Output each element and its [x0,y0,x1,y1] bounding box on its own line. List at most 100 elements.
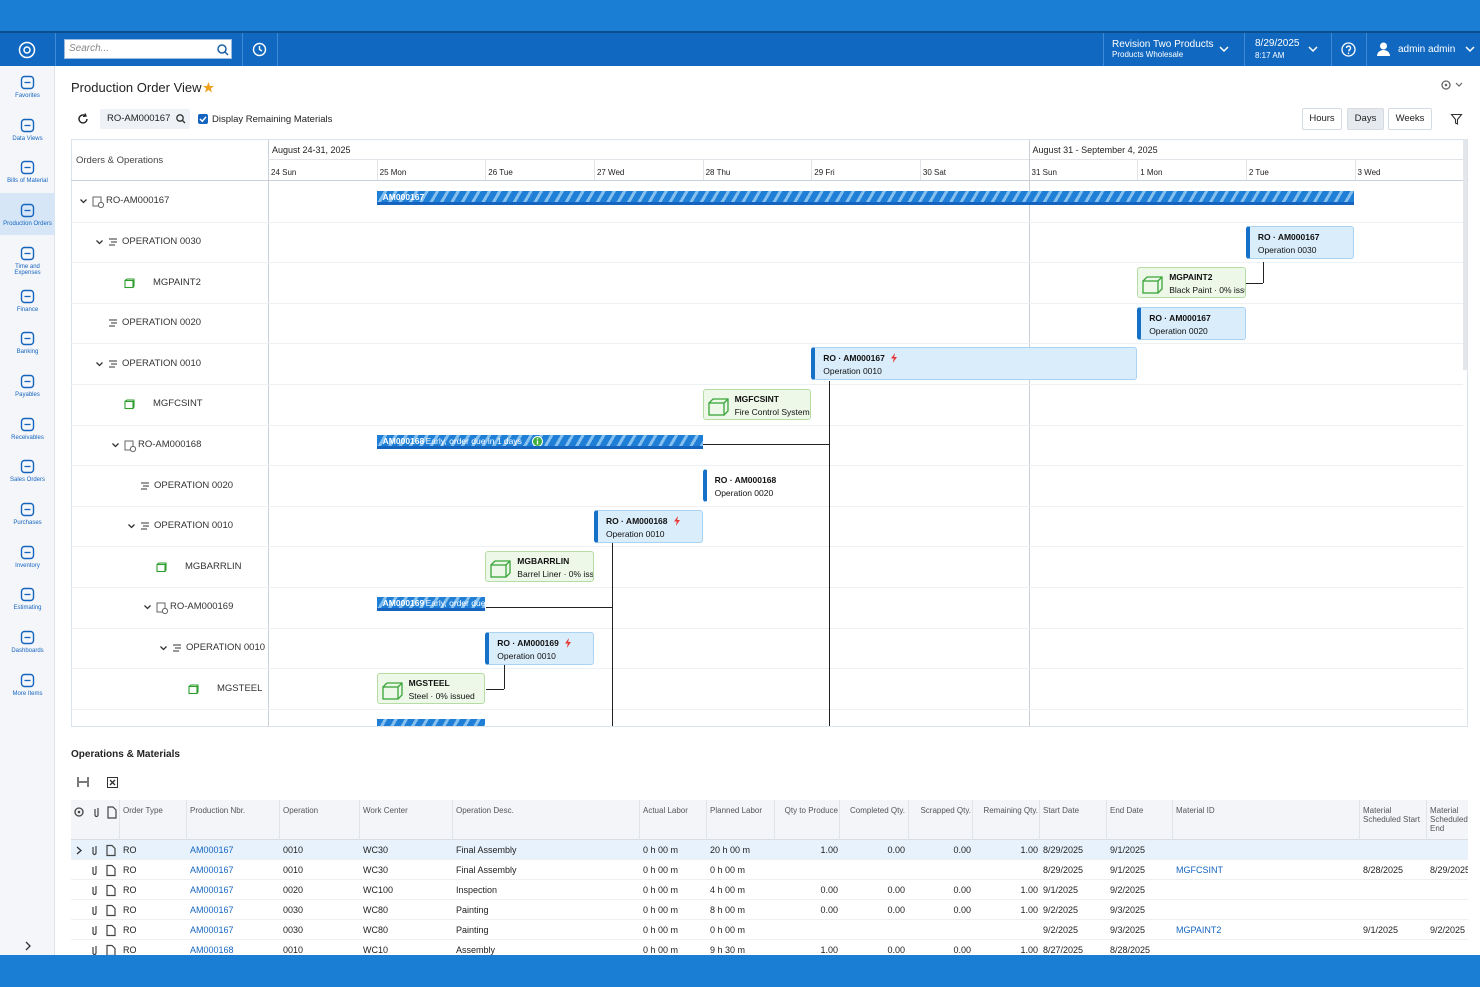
link-cell[interactable]: AM000168 [190,945,234,955]
expand-chevron[interactable] [80,199,87,204]
column-header[interactable]: Start Date [1043,806,1080,815]
sidebar-label[interactable]: Dashboards [11,648,44,655]
material-card[interactable]: MGSTEEL Steel · 0% issued [376,673,486,705]
favorite-star[interactable] [203,82,214,93]
tree-label[interactable]: OPERATION 0010 [186,641,266,653]
sidebar-label[interactable]: Estimating [13,605,42,612]
sidebar-label[interactable]: Purchases [13,520,42,526]
column-header[interactable]: Material Scheduled End [1430,806,1468,833]
link-cell[interactable]: AM000167 [190,905,234,915]
link-cell[interactable]: AM000167 [190,885,234,895]
checkbox[interactable] [198,114,208,124]
link-cell[interactable]: MGFCSINT [1176,865,1223,875]
order-bar[interactable]: AM000167 [376,191,1355,205]
tree-label[interactable]: RO-AM000168 [138,438,202,450]
column-header[interactable]: Qty to Produce [784,806,838,815]
sidebar-icon[interactable] [20,630,35,645]
tree-label[interactable]: RO-AM000167 [106,195,170,207]
column-header[interactable]: Material Scheduled Start [1363,806,1420,824]
sidebar-icon[interactable] [20,502,35,517]
tree-label[interactable]: OPERATION 0010 [154,520,234,532]
sidebar-label[interactable]: Payables [15,391,40,398]
tree-label[interactable]: MGSTEEL [217,682,263,694]
sidebar-icon[interactable] [20,374,35,389]
sidebar-label[interactable]: Data Views [12,135,43,142]
sidebar-label[interactable]: Favorites [15,93,40,99]
operation-card[interactable]: RO · AM000167 Operation 0030 [1245,225,1355,259]
material-card[interactable]: MGPAINT2 Black Paint · 0% issued [1137,267,1246,299]
column-header[interactable]: Material ID [1176,806,1215,815]
table-row[interactable]: RO AM000167 0030 WC80 Painting 0 h 00 m 0 h 00… [71,920,1468,940]
table-row[interactable]: RO AM000167 0010 WC30 Final Assembly 0 h 00 m… [71,860,1468,880]
link-cell[interactable]: AM000167 [190,865,234,875]
table-row[interactable]: RO AM000168 0010 WC10 Assembly 0 h 00 m 9 h 30… [71,940,1468,955]
expand-chevron[interactable] [112,442,119,448]
material-card[interactable]: MGFCSINT Fire Control System [702,389,812,420]
sidebar-label[interactable]: Bills of Material [7,178,48,185]
help-icon[interactable] [1341,42,1356,57]
view-button[interactable]: Hours [1302,108,1342,130]
expand-chevron[interactable] [96,361,103,367]
sidebar-label[interactable]: Sales Orders [9,477,45,484]
sidebar-label[interactable]: Time and Expenses [14,263,41,276]
column-header[interactable]: Scrapped Qty. [920,806,971,815]
tree-label[interactable]: MGPAINT2 [153,276,201,288]
material-card[interactable]: MGBARRLIN Barrel Liner · 0% issued [485,551,594,583]
column-header[interactable]: End Date [1110,806,1144,815]
sidebar-label[interactable]: More Items [12,690,43,697]
column-header[interactable]: Completed Qty. [850,806,905,815]
sidebar-icon[interactable] [20,246,35,261]
expand-chevron[interactable] [96,239,103,245]
filter-icon[interactable] [1450,113,1463,125]
order-filter[interactable]: RO-AM000167 [100,109,190,129]
view-button[interactable]: Days [1347,108,1384,130]
operation-card[interactable]: RO · AM000168 Operation 0020 [702,469,812,503]
sidebar-icon[interactable] [20,545,35,560]
tree-label[interactable]: MGFCSINT [153,398,203,410]
sidebar-icon[interactable] [20,160,35,175]
refresh-icon[interactable] [77,113,89,125]
tree-label[interactable]: OPERATION 0010 [122,357,202,369]
operation-card[interactable]: RO · AM000169 Operation 0010 [485,631,594,665]
order-bar[interactable]: AM000168 Early, order due in 1 days [376,434,703,449]
excel-icon[interactable] [107,777,118,788]
table-row[interactable]: RO AM000167 0020 WC100 Inspection 0 h 00 m 4 h… [71,880,1468,900]
column-header[interactable]: Actual Labor [643,806,688,815]
tree-label[interactable]: OPERATION 0020 [154,479,234,491]
sidebar-label[interactable]: Inventory [15,562,40,569]
link-cell[interactable]: AM000167 [190,845,234,855]
date[interactable]: 8/29/2025 [1255,38,1300,49]
table-row[interactable]: RO AM000167 0010 WC30 Final Assembly 0 h 00 m… [71,840,1468,860]
history-icon[interactable] [252,42,267,57]
column-header[interactable]: Operation Desc. [456,806,514,815]
tree-label[interactable]: MGBARRLIN [185,560,242,572]
sidebar-label[interactable]: Finance [16,306,39,313]
table-row[interactable]: RO AM000167 0030 WC80 Painting 0 h 00 m 8 h 00… [71,900,1468,920]
search-box[interactable]: Search... [64,39,232,59]
column-header[interactable]: Remaining Qty. [983,806,1038,815]
collapse-chevron[interactable] [25,941,32,951]
operation-card[interactable]: RO · AM000167 Operation 0010 [811,347,1138,381]
sidebar-icon[interactable] [20,203,35,218]
expand-chevron[interactable] [128,524,135,529]
sidebar-label[interactable]: Banking [16,349,39,356]
column-header[interactable]: Production Nbr. [190,806,246,815]
order-bar[interactable]: AM000169 Early, order due [376,597,486,611]
checkbox-label[interactable]: Display Remaining Materials [212,114,333,125]
user-name[interactable]: admin admin [1398,44,1456,55]
column-header[interactable]: Order Type [123,806,163,815]
sidebar-icon[interactable] [20,289,35,304]
sidebar-icon[interactable] [20,118,35,133]
sidebar-icon[interactable] [20,75,35,90]
view-button[interactable]: Weeks [1388,108,1432,130]
tree-label[interactable]: RO-AM000169 [170,601,234,613]
operation-card[interactable]: RO · AM000167 Operation 0020 [1137,306,1246,340]
sidebar-icon[interactable] [20,587,35,602]
fit-icon[interactable] [77,777,89,787]
company[interactable]: Revision Two Products [1112,39,1214,50]
sidebar-label[interactable]: Receivables [11,434,44,441]
sidebar-icon[interactable] [20,331,35,346]
column-header[interactable]: Operation [283,806,319,815]
sidebar-icon[interactable] [20,459,35,474]
sidebar-icon[interactable] [20,417,35,432]
